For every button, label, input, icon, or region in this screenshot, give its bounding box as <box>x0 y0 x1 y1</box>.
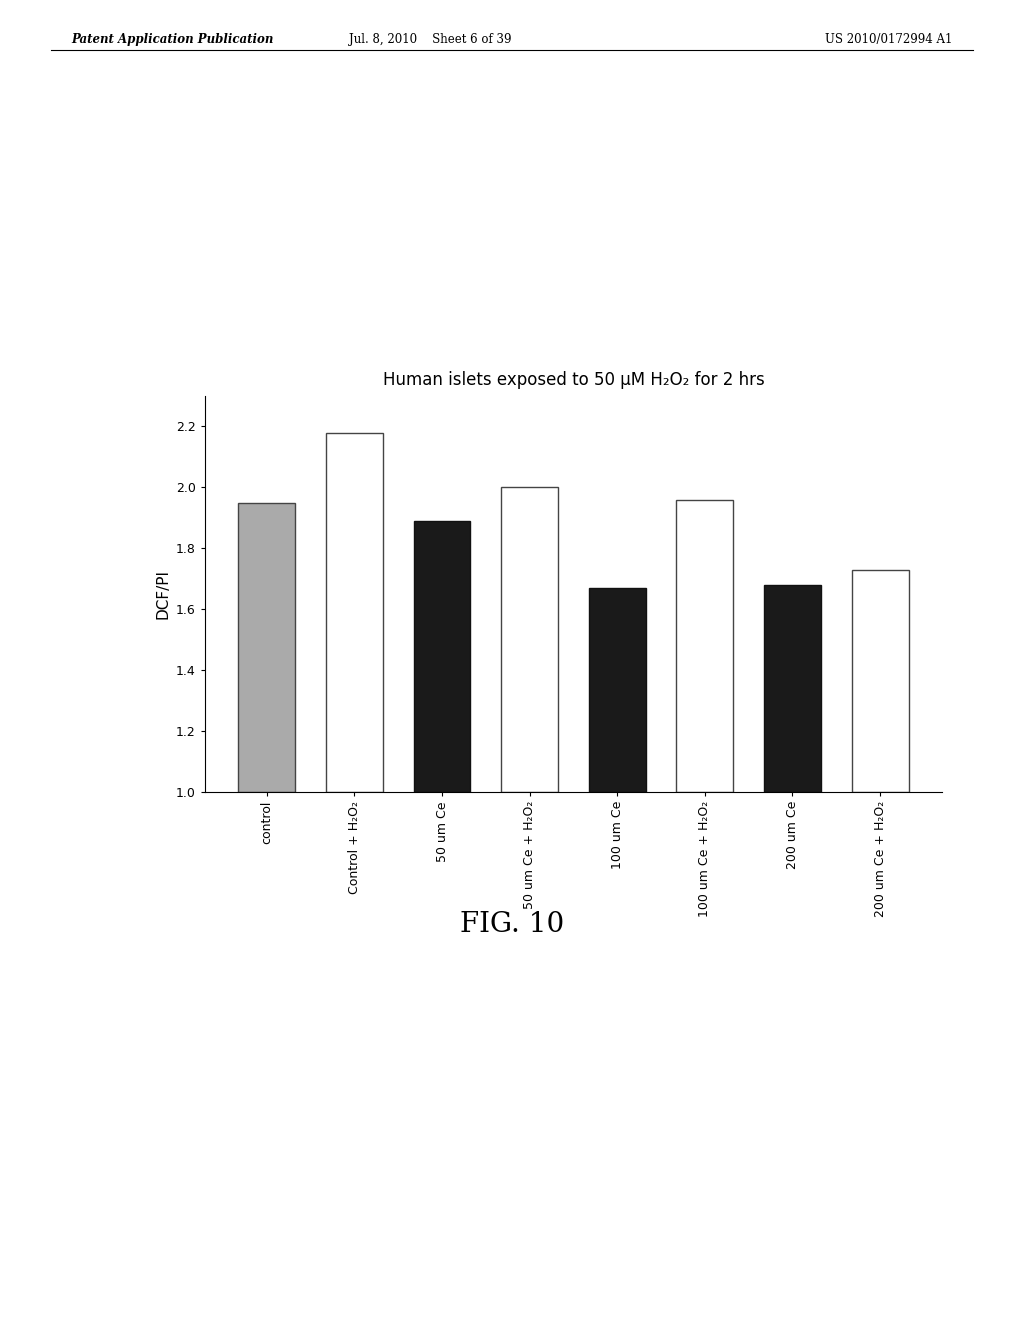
Bar <box>326 433 383 792</box>
Text: Patent Application Publication: Patent Application Publication <box>72 33 274 46</box>
Bar <box>852 570 908 792</box>
Title: Human islets exposed to 50 μM H₂O₂ for 2 hrs: Human islets exposed to 50 μM H₂O₂ for 2… <box>383 371 764 389</box>
Bar <box>501 487 558 792</box>
Bar <box>414 521 470 792</box>
Bar <box>677 499 733 792</box>
Text: Jul. 8, 2010    Sheet 6 of 39: Jul. 8, 2010 Sheet 6 of 39 <box>349 33 511 46</box>
Bar <box>589 587 646 792</box>
Bar <box>239 503 295 792</box>
Text: FIG. 10: FIG. 10 <box>460 911 564 937</box>
Bar <box>764 585 821 792</box>
Y-axis label: DCF/PI: DCF/PI <box>156 569 170 619</box>
Text: US 2010/0172994 A1: US 2010/0172994 A1 <box>825 33 952 46</box>
